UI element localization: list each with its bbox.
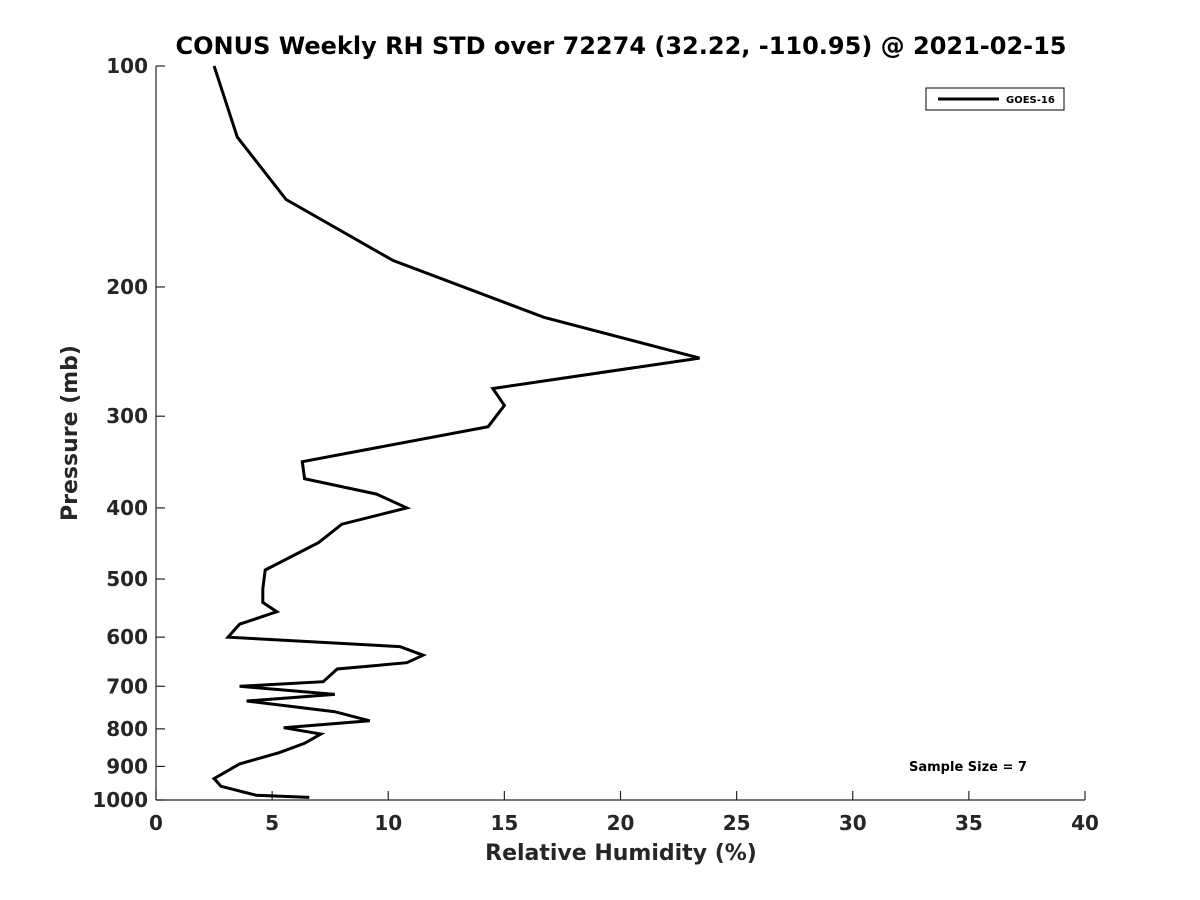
y-tick-label-500: 500 — [106, 567, 148, 591]
y-tick-label-100: 100 — [106, 54, 148, 78]
y-tick-label-300: 300 — [106, 404, 148, 428]
chart-title: CONUS Weekly RH STD over 72274 (32.22, -… — [175, 32, 1066, 60]
x-axis-ticks: 0 5 10 15 20 25 30 35 40 — [149, 791, 1099, 835]
legend: GOES-16 — [925, 87, 1065, 111]
y-tick-label-800: 800 — [106, 717, 148, 741]
y-tick-label-900: 900 — [106, 754, 148, 778]
y-axis-label: Pressure (mb) — [58, 345, 83, 521]
legend-label-goes-16: GOES-16 — [1006, 95, 1055, 106]
y-tick-label-400: 400 — [106, 496, 148, 520]
x-tick-label-20: 20 — [607, 811, 635, 835]
x-tick-label-5: 5 — [265, 811, 279, 835]
y-tick-label-700: 700 — [106, 674, 148, 698]
sample-size-annotation: Sample Size = 7 — [909, 760, 1027, 775]
series-line-goes-16 — [211, 65, 700, 799]
series-layer — [211, 65, 700, 799]
x-tick-label-0: 0 — [149, 811, 163, 835]
x-tick-label-10: 10 — [374, 811, 402, 835]
x-tick-label-40: 40 — [1071, 811, 1099, 835]
y-tick-label-600: 600 — [106, 625, 148, 649]
y-axis-ticks: 100 200 300 400 500 600 700 800 900 1000 — [92, 54, 165, 812]
x-tick-label-15: 15 — [490, 811, 518, 835]
x-tick-label-25: 25 — [723, 811, 751, 835]
x-axis-label: Relative Humidity (%) — [485, 841, 757, 866]
y-tick-label-200: 200 — [106, 275, 148, 299]
y-tick-label-1000: 1000 — [92, 788, 148, 812]
x-tick-label-35: 35 — [955, 811, 983, 835]
x-tick-label-30: 30 — [839, 811, 867, 835]
